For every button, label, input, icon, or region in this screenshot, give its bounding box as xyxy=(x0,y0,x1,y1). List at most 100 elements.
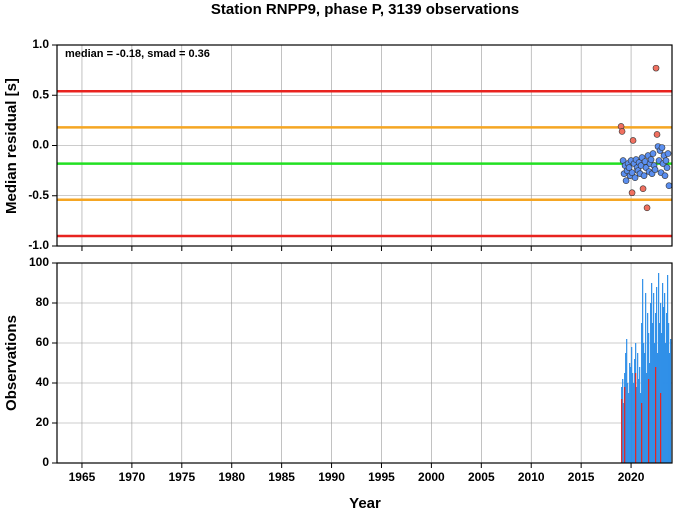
x-tick-label: 2015 xyxy=(568,470,595,484)
bar xyxy=(628,393,630,463)
annotation: median = -0.18, smad = 0.36 xyxy=(65,48,210,60)
bar xyxy=(637,353,639,463)
point xyxy=(643,204,651,212)
y-tick-label: 0 xyxy=(42,455,49,469)
y-axis-label: Observations xyxy=(3,315,20,411)
bar xyxy=(635,373,637,463)
bar xyxy=(660,303,662,463)
y-tick-label: 0.0 xyxy=(32,138,49,152)
y-tick-label: 40 xyxy=(36,375,50,389)
bar xyxy=(657,353,659,463)
bar xyxy=(639,367,641,463)
bar xyxy=(652,323,654,463)
bar xyxy=(631,347,633,463)
point xyxy=(665,182,673,189)
bar xyxy=(626,339,628,463)
point xyxy=(631,174,639,181)
bar xyxy=(666,313,668,463)
bar xyxy=(630,367,632,463)
point xyxy=(653,131,661,138)
point xyxy=(625,164,633,171)
bar xyxy=(648,379,650,463)
bar xyxy=(641,323,643,463)
point xyxy=(628,189,636,197)
x-tick-label: 2000 xyxy=(418,470,445,484)
y-tick-label: 80 xyxy=(36,295,50,309)
point xyxy=(628,169,636,176)
bar xyxy=(656,287,658,463)
bar xyxy=(658,273,660,463)
bar xyxy=(654,343,656,463)
bar xyxy=(644,353,646,463)
x-tick-label: 1985 xyxy=(268,470,295,484)
bar xyxy=(667,275,669,463)
y-tick-label: 0.5 xyxy=(32,87,49,101)
bar xyxy=(636,387,638,463)
bar xyxy=(663,307,665,463)
point xyxy=(649,150,657,157)
bar xyxy=(642,279,644,463)
x-tick-label: 1995 xyxy=(368,470,395,484)
bar xyxy=(632,373,634,463)
bar xyxy=(623,403,625,463)
bar xyxy=(650,303,652,463)
point xyxy=(661,172,669,179)
bar xyxy=(640,393,642,463)
bar xyxy=(665,343,667,463)
bar xyxy=(647,313,649,463)
point xyxy=(639,185,647,193)
x-tick-label: 1970 xyxy=(119,470,146,484)
point xyxy=(640,172,648,179)
point xyxy=(652,64,660,72)
point xyxy=(664,150,672,157)
bar xyxy=(653,293,655,463)
bar xyxy=(649,363,651,463)
point xyxy=(663,164,671,171)
bar xyxy=(668,323,670,463)
bar xyxy=(664,293,666,463)
y-tick-label: 100 xyxy=(29,255,49,269)
x-tick-label: 1980 xyxy=(218,470,245,484)
bar xyxy=(641,403,643,463)
plot-frame xyxy=(56,44,673,247)
x-tick-label: 2010 xyxy=(518,470,545,484)
bar xyxy=(646,373,648,463)
bar xyxy=(643,343,645,463)
bar xyxy=(670,339,672,463)
bar xyxy=(629,363,631,463)
point xyxy=(618,128,626,135)
bar xyxy=(645,293,647,463)
x-axis-label: Year xyxy=(349,495,381,511)
bar xyxy=(634,359,636,463)
point xyxy=(651,166,659,173)
bar xyxy=(625,353,627,463)
y-tick-label: 60 xyxy=(36,335,50,349)
bar xyxy=(638,379,640,463)
x-tick-label: 2005 xyxy=(468,470,495,484)
point xyxy=(647,156,655,163)
bar xyxy=(659,323,661,463)
bar xyxy=(621,399,623,463)
x-tick-label: 2020 xyxy=(618,470,645,484)
bar xyxy=(655,367,657,463)
point xyxy=(622,177,630,184)
bar xyxy=(660,393,662,463)
y-tick-label: -0.5 xyxy=(28,188,49,202)
x-tick-label: 1975 xyxy=(168,470,195,484)
bar xyxy=(624,387,626,463)
bar xyxy=(633,383,635,463)
plot-frame xyxy=(56,262,673,464)
y-tick-label: 1.0 xyxy=(32,37,49,51)
point xyxy=(629,137,637,144)
bar xyxy=(622,379,624,463)
bar xyxy=(669,353,671,463)
y-tick-label: -1.0 xyxy=(28,238,49,252)
bar xyxy=(662,283,664,463)
y-axis-label: Median residual [s] xyxy=(3,78,20,214)
point xyxy=(662,157,670,164)
point xyxy=(658,144,666,151)
bar xyxy=(661,333,663,463)
bar xyxy=(627,383,629,463)
x-tick-label: 1965 xyxy=(69,470,96,484)
